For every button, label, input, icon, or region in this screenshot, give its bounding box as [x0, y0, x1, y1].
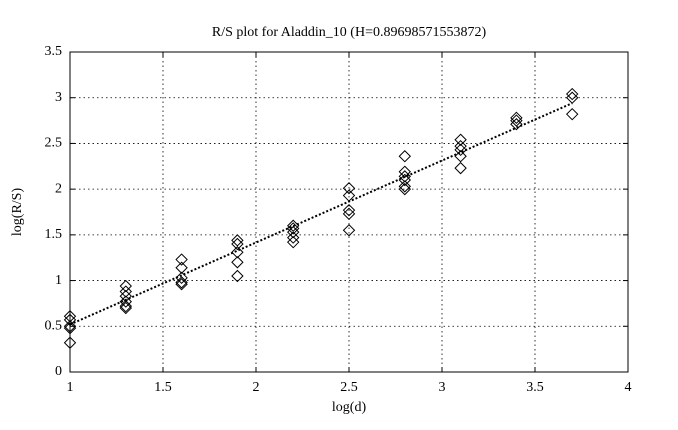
diamond-marker	[398, 173, 412, 187]
diamond-marker	[175, 261, 188, 274]
diamond-marker	[454, 143, 467, 157]
y-tick-label: 3.5	[45, 44, 63, 59]
x-tick-label: 3	[439, 380, 446, 395]
y-tick-label: 2.5	[45, 136, 63, 151]
diamond-marker	[510, 114, 523, 127]
diamond-marker	[175, 271, 188, 285]
diamond-marker	[63, 310, 77, 323]
diamond-marker	[286, 235, 300, 249]
diamond-marker	[398, 182, 412, 196]
diamond-marker	[119, 295, 133, 308]
x-tick-label: 1.5	[154, 380, 172, 395]
diamond-marker	[119, 289, 133, 303]
diamond-marker	[63, 336, 77, 349]
chart-title: R/S plot for Aladdin_10 (H=0.89698571553…	[212, 25, 487, 40]
diamond-marker	[342, 224, 356, 237]
diamond-marker	[454, 139, 467, 153]
diamond-marker	[119, 299, 133, 313]
diamond-marker	[565, 87, 579, 101]
plot-frame	[69, 51, 629, 373]
diamond-marker	[175, 278, 188, 291]
diamond-marker	[342, 203, 356, 217]
y-axis-label: log(R/S)	[10, 188, 25, 237]
diamond-marker	[510, 118, 523, 131]
diamond-marker	[565, 107, 579, 121]
y-tick-label: 1	[55, 273, 62, 288]
diamond-marker	[119, 279, 133, 293]
x-tick-label: 4	[625, 380, 632, 395]
diamond-marker	[231, 269, 244, 283]
diamond-marker	[398, 180, 412, 193]
diamond-marker	[342, 207, 356, 221]
fit-line	[69, 102, 573, 326]
diamond-marker	[119, 285, 133, 298]
x-tick-label: 3.5	[526, 380, 544, 395]
diamond-marker	[63, 320, 77, 333]
diamond-marker	[231, 256, 244, 269]
diamond-marker	[398, 170, 412, 183]
diamond-marker	[231, 237, 244, 251]
diamond-marker	[175, 276, 188, 289]
diamond-marker	[286, 231, 300, 244]
diamond-marker	[286, 222, 300, 235]
diamond-marker	[454, 150, 467, 163]
y-tick-label: 0	[55, 364, 62, 379]
diamond-marker	[63, 313, 77, 327]
y-tick-label: 1.5	[45, 227, 63, 242]
diamond-marker	[342, 182, 356, 195]
diamond-marker	[454, 161, 467, 175]
x-tick-label: 2.5	[340, 380, 358, 395]
diamond-marker	[175, 253, 188, 266]
y-tick-label: 3	[55, 90, 62, 105]
diamond-marker	[398, 150, 412, 163]
x-axis-label: log(d)	[332, 400, 367, 415]
diamond-marker	[454, 133, 467, 146]
diamond-marker	[63, 321, 77, 335]
diamond-marker	[510, 111, 523, 125]
diamond-marker	[231, 246, 244, 259]
x-tick-label: 1	[67, 380, 74, 395]
diamond-marker	[119, 301, 133, 315]
y-tick-label: 2	[55, 181, 62, 196]
diamond-marker	[231, 234, 244, 247]
x-tick-label: 2	[253, 380, 260, 395]
diamond-marker	[286, 225, 300, 239]
y-tick-label: 0.5	[45, 319, 63, 334]
